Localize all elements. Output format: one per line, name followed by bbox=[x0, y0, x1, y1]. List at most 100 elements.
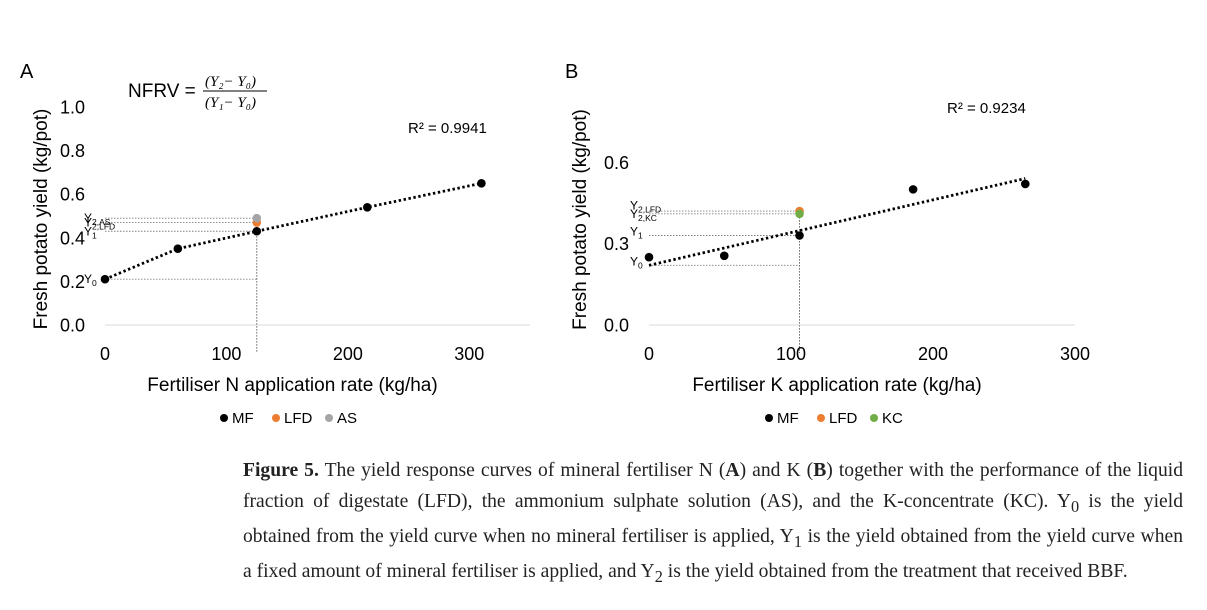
y-annotation-main: Y bbox=[630, 207, 638, 221]
reference-lines-a bbox=[105, 217, 258, 353]
point-mf bbox=[252, 226, 262, 236]
x-tick-labels-b: 0 100 200 300 bbox=[644, 344, 1090, 364]
caption-sub-1: 1 bbox=[793, 531, 802, 551]
panel-a: A NFRV = (Y₂− Y₀) (Y₁− Y₀) R² = 0.9941 0… bbox=[20, 61, 530, 427]
formula-lhs: NFRV = bbox=[128, 81, 196, 102]
x-tick-label: 100 bbox=[211, 344, 241, 364]
legend-item-mf: MF bbox=[220, 410, 254, 427]
point-mf bbox=[100, 274, 110, 284]
y-tick-label: 0.6 bbox=[60, 185, 85, 205]
y-annotation-main: Y bbox=[84, 272, 92, 286]
caption-text-3: ) together with the performance of the l… bbox=[243, 460, 1183, 512]
x-axis-label-a: Fertiliser N application rate (kg/ha) bbox=[147, 375, 437, 396]
legend-marker bbox=[765, 414, 773, 422]
panel-b: B R² = 0.9234 0.00.30.6 0 100 200 300 Y2,LF… bbox=[565, 61, 1090, 427]
y-annotation-main: Y bbox=[630, 254, 638, 268]
caption-panel-b: B bbox=[813, 460, 827, 481]
point-kc bbox=[795, 209, 804, 219]
legend-label: MF bbox=[777, 410, 799, 427]
panel-label-a: A bbox=[20, 61, 34, 83]
point-mf bbox=[362, 202, 372, 212]
x-tick-label: 200 bbox=[333, 344, 363, 364]
x-tick-label: 0 bbox=[100, 344, 110, 364]
y-tick-label: 0.2 bbox=[60, 272, 85, 292]
legend-item-as: AS bbox=[325, 410, 357, 427]
x-axis-label-b: Fertiliser K application rate (kg/ha) bbox=[692, 375, 981, 396]
y-annotation: Y0 bbox=[630, 254, 643, 270]
caption-label: Figure 5. bbox=[243, 460, 319, 481]
y-annotation-main: Y bbox=[84, 211, 92, 225]
legend-item-lfd: LFD bbox=[817, 410, 858, 427]
y-annotation: Y1 bbox=[84, 224, 97, 240]
y-annotation-sub: 2,LFD bbox=[638, 205, 661, 215]
caption-text-6: is the yield obtained from the treatment… bbox=[662, 561, 1128, 583]
figure: A NFRV = (Y₂− Y₀) (Y₁− Y₀) R² = 0.9941 0… bbox=[20, 61, 1090, 427]
point-mf bbox=[173, 244, 183, 253]
legend-item-mf: MF bbox=[765, 410, 799, 427]
caption-sub-2: 2 bbox=[654, 567, 663, 587]
formula-denominator: (Y₁− Y₀) bbox=[205, 95, 256, 111]
point-mf bbox=[1021, 179, 1030, 189]
y-tick-labels-a: 0.0 0.2 0.4 0.6 0.8 1.0 bbox=[60, 98, 85, 336]
y-annotation-main: Y bbox=[630, 199, 638, 213]
legend-label: KC bbox=[882, 410, 903, 427]
y-annotation-sub: 1 bbox=[92, 230, 97, 240]
x-tick-label: 0 bbox=[644, 344, 654, 364]
x-tick-label: 200 bbox=[918, 344, 948, 364]
legend-marker bbox=[817, 414, 825, 422]
point-mf bbox=[719, 251, 729, 261]
x-tick-label: 100 bbox=[776, 344, 806, 364]
caption-text-1: The yield response curves of mineral fer… bbox=[318, 460, 726, 481]
y-annotation-main: Y bbox=[84, 216, 92, 230]
y-annotation: Y2,KC bbox=[630, 207, 657, 223]
caption-text-2: ) and K ( bbox=[739, 460, 814, 481]
y-annotation-sub: 2,LFD bbox=[92, 222, 115, 232]
y-tick-label: 0.6 bbox=[604, 153, 629, 173]
legend-marker bbox=[325, 414, 333, 422]
formula-numerator: (Y₂− Y₀) bbox=[205, 74, 256, 90]
legend-marker bbox=[870, 414, 878, 422]
legend-item-kc: KC bbox=[870, 410, 903, 427]
figure-caption: Figure 5. The yield response curves of m… bbox=[243, 456, 1183, 593]
legend-label: LFD bbox=[829, 410, 858, 427]
x-tick-label: 300 bbox=[1060, 344, 1090, 364]
y-annotation-sub: 2,AS bbox=[92, 217, 111, 227]
x-tick-labels-a: 0 100 200 300 bbox=[100, 344, 484, 364]
y-annotation-sub: 0 bbox=[92, 278, 97, 288]
y-annotation: Y1 bbox=[630, 224, 643, 240]
y-axis-label-b: Fresh potato yield (kg/pot) bbox=[570, 109, 591, 330]
trendline-a bbox=[104, 181, 482, 281]
y-annotation-sub: 1 bbox=[638, 230, 643, 240]
nfrv-formula: NFRV = (Y₂− Y₀) (Y₁− Y₀) bbox=[128, 74, 267, 111]
y-annotation: Y2,LFD bbox=[84, 216, 115, 232]
legend-label: LFD bbox=[284, 410, 313, 427]
y-tick-label: 0.8 bbox=[60, 141, 85, 161]
r-squared-b: R² = 0.9234 bbox=[947, 100, 1026, 117]
legend-b: MF LFD KC bbox=[765, 410, 903, 427]
point-mf bbox=[908, 185, 918, 194]
legend-marker bbox=[220, 414, 228, 422]
y-annotation: Y0 bbox=[84, 272, 97, 288]
data-points-a bbox=[100, 179, 486, 284]
y-tick-label: 0.0 bbox=[604, 316, 629, 336]
y-annotation-sub: 2,KC bbox=[638, 213, 657, 223]
reference-lines-b bbox=[649, 210, 800, 353]
y-tick-label: 0.4 bbox=[60, 228, 85, 248]
y-tick-label: 0.3 bbox=[604, 234, 629, 254]
caption-panel-a: A bbox=[725, 460, 740, 481]
y-axis-label-a: Fresh potato yield (kg/pot) bbox=[31, 109, 52, 330]
y-annotation: Y2,LFD bbox=[630, 199, 661, 215]
legend-item-lfd: LFD bbox=[272, 410, 313, 427]
y-tick-labels-b: 0.0 0.3 0.6 bbox=[604, 153, 629, 336]
panel-label-b: B bbox=[565, 61, 578, 83]
point-mf bbox=[477, 179, 486, 188]
caption-text-5: is the yield obtained from the yield cur… bbox=[243, 525, 1183, 583]
y-annotation: Y2,AS bbox=[84, 211, 111, 227]
legend-label: MF bbox=[232, 410, 254, 427]
point-mf bbox=[644, 252, 654, 262]
legend-label: AS bbox=[337, 410, 357, 427]
y-annotation-sub: 0 bbox=[638, 260, 643, 270]
x-tick-label: 300 bbox=[454, 344, 484, 364]
point-mf bbox=[795, 231, 804, 240]
